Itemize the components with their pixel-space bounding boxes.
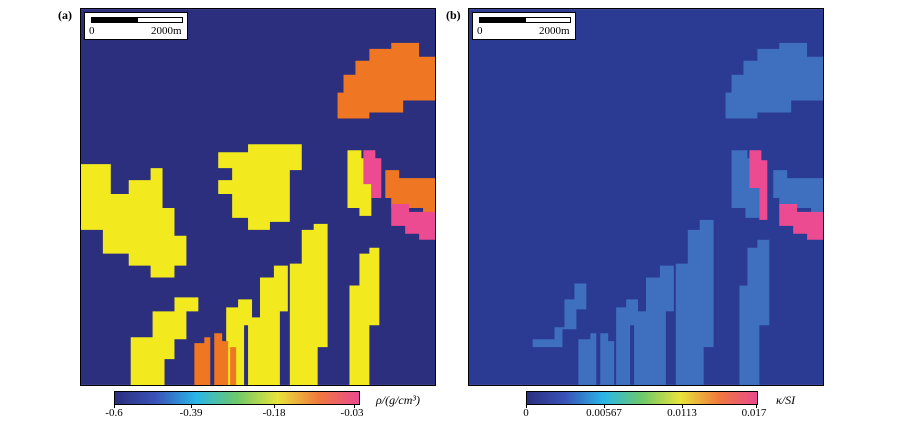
colorbar-tickmark xyxy=(604,404,605,408)
blue-finger-4 xyxy=(634,265,674,385)
scalebar-white-segment xyxy=(525,17,571,23)
panel-a-scalebar: 0 2000m xyxy=(84,12,188,40)
yellow-finger-2 xyxy=(248,265,288,385)
blue-finger-1 xyxy=(578,333,597,385)
orange-finger-2 xyxy=(214,333,229,385)
scalebar-end-label: 2000m xyxy=(151,25,182,37)
orange-finger-3 xyxy=(230,347,237,385)
panel-b-susceptibility-map xyxy=(468,8,824,386)
panel-b-scalebar: 0 2000m xyxy=(472,12,576,40)
panel-a-density-map xyxy=(80,8,436,386)
colorbar-tick-label: -0.6 xyxy=(105,407,123,419)
yellow-body-lower-left xyxy=(130,297,199,385)
colorbar-tickmark xyxy=(682,404,683,408)
orange-body-right xyxy=(385,170,435,214)
scalebar-end-label: 2000m xyxy=(539,25,570,37)
colorbar-tick-label: 0 xyxy=(523,407,529,419)
colorbar-tickmark xyxy=(274,404,275,408)
colorbar-tick-label: -0.39 xyxy=(179,407,203,419)
blue-body-top xyxy=(725,42,823,119)
panel-a-colorbar xyxy=(114,391,360,405)
colorbar-title: ρ/(g/cm³) xyxy=(376,393,421,407)
scalebar-start-label: 0 xyxy=(477,25,483,37)
colorbar-tick-label: 0.0113 xyxy=(667,407,697,419)
yellow-body-center xyxy=(218,144,302,230)
yellow-body-left xyxy=(81,164,187,278)
scalebar-white-segment xyxy=(137,17,183,23)
scalebar-start-label: 0 xyxy=(89,25,95,37)
colorbar-tickmark xyxy=(756,404,757,408)
colorbar-title: κ/SI xyxy=(776,393,796,407)
colorbar-tick-label: -0.03 xyxy=(340,407,364,419)
panel-b-colorbar xyxy=(526,391,758,405)
scalebar-black-segment xyxy=(479,17,525,23)
blue-finger-5 xyxy=(675,219,714,385)
pink-body-lower xyxy=(391,203,435,240)
colorbar-tickmark xyxy=(526,404,527,408)
orange-body-top xyxy=(337,42,435,119)
yellow-finger-3 xyxy=(289,223,328,385)
colorbar-tick-label: 0.00567 xyxy=(586,407,622,419)
scalebar-black-segment xyxy=(91,17,137,23)
colorbar-tickmark xyxy=(354,404,355,408)
orange-finger-1 xyxy=(194,337,211,385)
colorbar-tickmark xyxy=(191,404,192,408)
blue-finger-6 xyxy=(739,239,770,385)
blue-finger-3 xyxy=(616,299,639,385)
colorbar-tickmark xyxy=(114,404,115,408)
blue-finger-2 xyxy=(600,333,615,385)
colorbar-tick-label: 0.017 xyxy=(741,407,767,419)
pink-body-upper xyxy=(363,150,382,198)
panel-b-label: (b) xyxy=(446,8,461,22)
blue-body-right-lower xyxy=(773,170,823,214)
yellow-finger-4 xyxy=(349,247,380,385)
panel-a-label: (a) xyxy=(58,8,72,22)
colorbar-tick-label: -0.18 xyxy=(262,407,286,419)
pink-body-lower-b xyxy=(779,203,823,240)
pink-body-upper-b xyxy=(749,150,768,220)
